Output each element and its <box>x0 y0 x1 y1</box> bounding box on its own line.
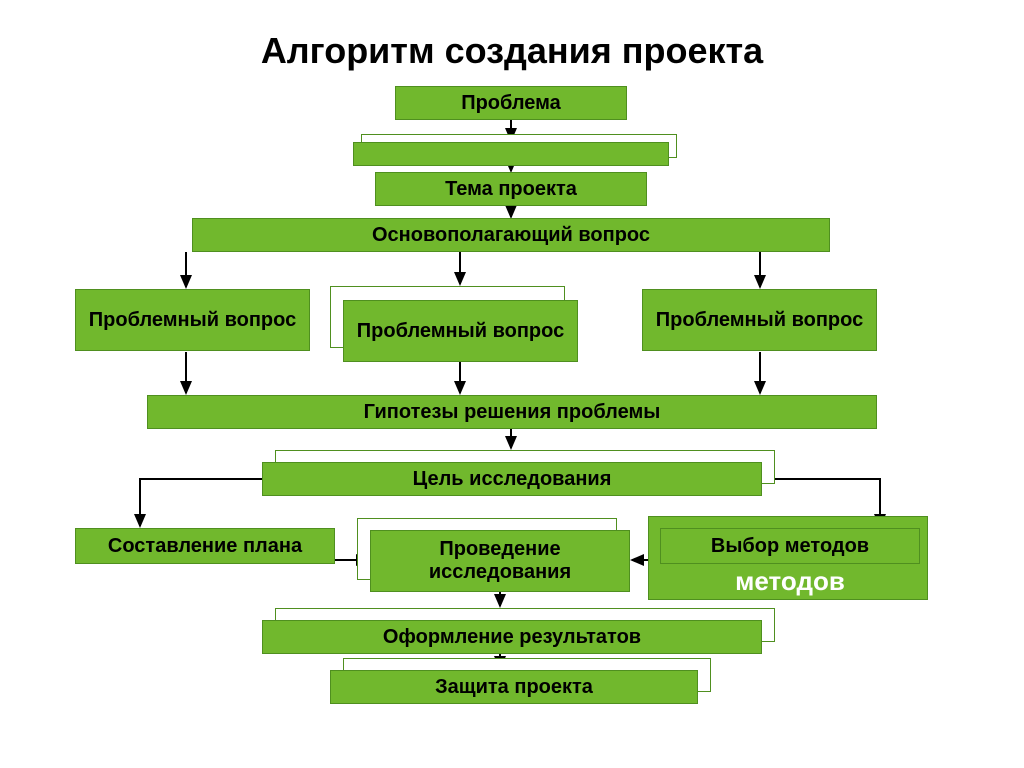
node-theme: Тема проекта <box>375 172 647 206</box>
node-results: Оформление результатов <box>262 620 762 654</box>
node-fundamental: Основополагающий вопрос <box>192 218 830 252</box>
ghost-methods-label: методов <box>660 566 920 596</box>
node-methods: Выбор методов <box>660 528 920 564</box>
node-blank1 <box>353 142 669 166</box>
node-pq-right: Проблемный вопрос <box>642 289 877 351</box>
flowchart-canvas: Алгоритм создания проекта <box>0 0 1024 768</box>
node-pq-left: Проблемный вопрос <box>75 289 310 351</box>
node-research: Проведение исследования <box>370 530 630 592</box>
node-pq-mid: Проблемный вопрос <box>343 300 578 362</box>
node-goal: Цель исследования <box>262 462 762 496</box>
node-plan: Составление плана <box>75 528 335 564</box>
node-defense: Защита проекта <box>330 670 698 704</box>
node-problem: Проблема <box>395 86 627 120</box>
node-hypotheses: Гипотезы решения проблемы <box>147 395 877 429</box>
